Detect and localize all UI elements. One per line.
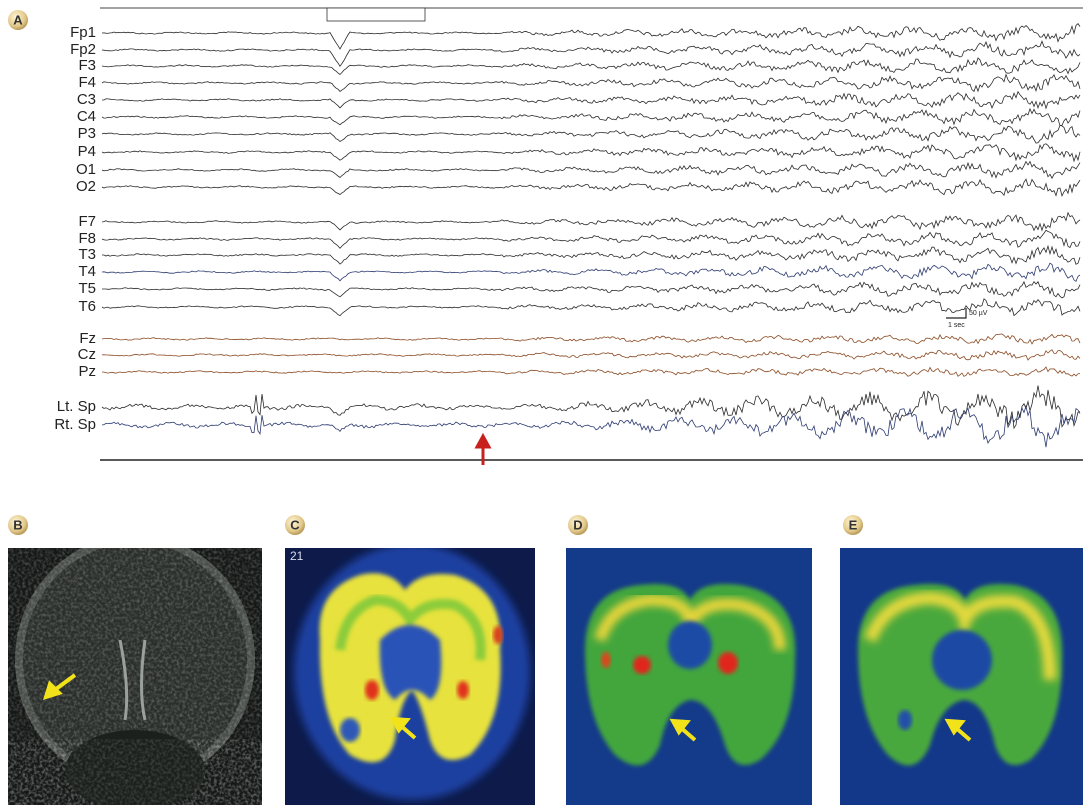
panel-label: B bbox=[13, 518, 22, 533]
channel-label: O2 bbox=[76, 178, 96, 195]
eeg-trace bbox=[102, 263, 1080, 281]
eeg-trace bbox=[102, 41, 1080, 66]
figure-canvas: Fp1Fp2F3F4C3C4P3P4O1O2 F7F8T3T4T5T6 FzCzPz… bbox=[0, 0, 1083, 805]
eeg-trace bbox=[102, 230, 1080, 248]
eeg-trace bbox=[102, 334, 1080, 344]
channel-label: Lt. Sp bbox=[57, 398, 96, 415]
channel-label: Cz bbox=[78, 346, 96, 363]
channel-label: F8 bbox=[78, 230, 96, 247]
channel-label: T4 bbox=[78, 263, 96, 280]
eeg-trace bbox=[102, 367, 1080, 376]
eeg-trace bbox=[102, 246, 1080, 264]
figure: Fp1Fp2F3F4C3C4P3P4O1O2 F7F8T3T4T5T6 FzCzPz… bbox=[0, 0, 1083, 805]
panel-label: A bbox=[13, 13, 23, 28]
eeg-trace bbox=[102, 162, 1080, 179]
spect-image-c: 21 bbox=[285, 544, 535, 805]
spect-image-e bbox=[840, 548, 1083, 805]
eeg-trace bbox=[102, 213, 1080, 231]
channel-label: Fp2 bbox=[70, 41, 96, 58]
eeg-trace bbox=[102, 350, 1080, 360]
channel-label: C4 bbox=[77, 108, 96, 125]
eeg-trace bbox=[102, 24, 1080, 49]
channel-label: P3 bbox=[78, 125, 96, 142]
channel-label: P4 bbox=[78, 143, 96, 160]
eeg-trace bbox=[102, 406, 1080, 447]
channel-label: Rt. Sp bbox=[54, 416, 96, 433]
slice-number: 21 bbox=[290, 549, 304, 563]
channel-label: T5 bbox=[78, 280, 96, 297]
eeg-trace bbox=[102, 144, 1080, 161]
mri-image bbox=[8, 535, 262, 805]
eeg-trace bbox=[102, 179, 1080, 196]
eeg-trace bbox=[102, 386, 1080, 429]
spect-image-d bbox=[566, 548, 812, 805]
channel-label: T6 bbox=[78, 298, 96, 315]
annotation-box bbox=[327, 8, 425, 21]
channel-label: T3 bbox=[78, 246, 96, 263]
scale-amplitude: 50 µV bbox=[969, 310, 988, 317]
eeg-traces bbox=[102, 24, 1080, 448]
eeg-trace bbox=[102, 58, 1080, 75]
eeg-trace bbox=[102, 125, 1080, 143]
channel-label: Fp1 bbox=[70, 24, 96, 41]
channel-label: Fz bbox=[79, 330, 96, 347]
channel-label: O1 bbox=[76, 161, 96, 178]
channel-label: Pz bbox=[78, 363, 96, 380]
panel-label: C bbox=[290, 518, 300, 533]
channel-label: C3 bbox=[77, 91, 96, 108]
eeg-trace bbox=[102, 109, 1080, 126]
eeg-trace bbox=[102, 75, 1080, 92]
eeg-trace bbox=[102, 282, 1080, 298]
channel-label: F4 bbox=[78, 74, 96, 91]
channel-label: F3 bbox=[78, 57, 96, 74]
channel-label: F7 bbox=[78, 213, 96, 230]
panel-labels: A B C D E bbox=[8, 10, 863, 535]
eeg-trace bbox=[102, 299, 1080, 316]
panel-label: D bbox=[573, 518, 582, 533]
panel-label: E bbox=[849, 518, 858, 533]
eeg-trace bbox=[102, 92, 1080, 109]
scale-time: 1 sec bbox=[948, 322, 965, 329]
